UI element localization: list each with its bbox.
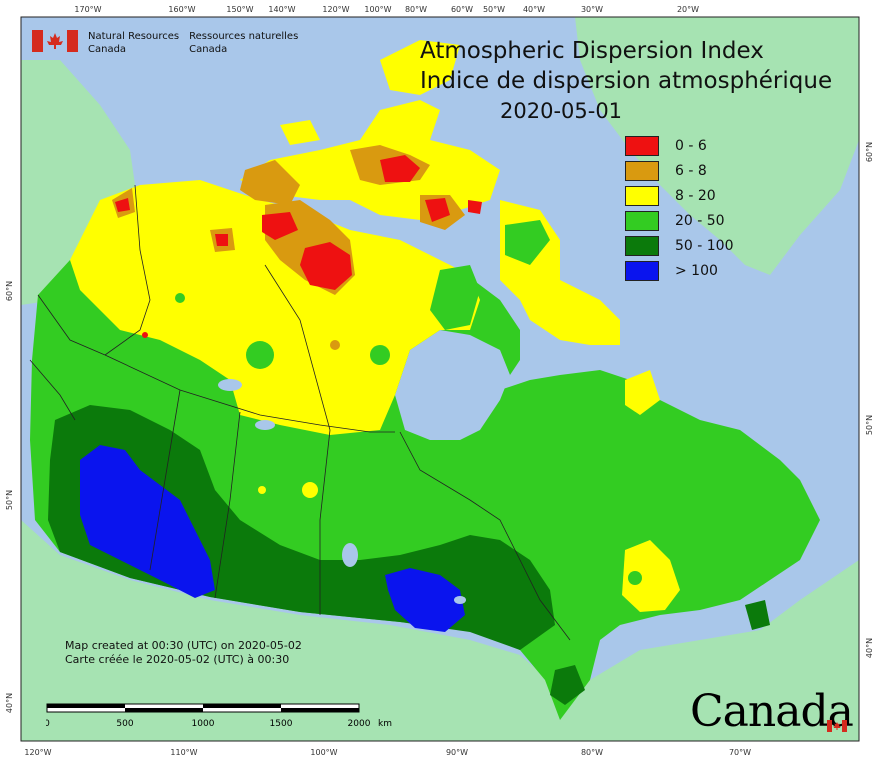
legend-swatch — [625, 185, 659, 206]
scale-unit: km — [378, 719, 392, 729]
zone-over-100-west — [80, 445, 215, 598]
scale-bar: 0 500 1000 1500 2000 km — [44, 703, 416, 733]
tick-label: 40°N — [5, 693, 14, 713]
wordmark-text: Canada — [690, 686, 854, 737]
tick-label: 50°W — [483, 5, 505, 14]
tick-label: 80°W — [581, 748, 603, 757]
legend-swatch — [625, 210, 659, 231]
legend-label: > 100 — [675, 262, 718, 279]
legend-item: 6 - 8 — [625, 158, 734, 183]
wordmark-flag-icon — [827, 692, 847, 732]
tick-label: 60°W — [451, 5, 473, 14]
legend: 0 - 6 6 - 8 8 - 20 20 - 50 50 - 100 > 100 — [625, 133, 734, 283]
tick-label: 20°W — [677, 5, 699, 14]
legend-item: 50 - 100 — [625, 233, 734, 258]
tick-label: 110°W — [170, 748, 197, 757]
legend-label: 50 - 100 — [675, 237, 734, 254]
left-latitude-ticks: 60°N 50°N 40°N — [5, 281, 14, 713]
top-longitude-ticks: 170°W 160°W 150°W 140°W 120°W 100°W 80°W 60°W 50… — [74, 5, 699, 14]
credit-french: Carte créée le 2020-05-02 (UTC) à 00:30 — [65, 653, 290, 666]
ellesmere-yellow — [380, 40, 460, 95]
agency-en-line2: Canada — [88, 44, 127, 55]
tick-label: 50°N — [865, 415, 874, 435]
legend-swatch — [625, 135, 659, 156]
scale-label: 500 — [116, 719, 133, 729]
tick-label: 60°N — [865, 142, 874, 162]
tick-label: 80°W — [405, 5, 427, 14]
map-date: 2020-05-01 — [500, 99, 623, 123]
canada-wordmark: Canada — [690, 686, 854, 737]
zone-6-8 — [240, 160, 300, 205]
legend-label: 8 - 20 — [675, 187, 716, 204]
legend-item: 0 - 6 — [625, 133, 734, 158]
map-title: Atmospheric Dispersion Index Indice de d… — [420, 36, 832, 126]
right-latitude-ticks: 60°N 50°N 40°N — [865, 142, 874, 658]
agency-name-en: Natural Resources Canada — [88, 30, 179, 56]
legend-item: > 100 — [625, 258, 734, 283]
tick-label: 50°N — [5, 490, 14, 510]
hudson-bay — [395, 330, 510, 440]
agency-name-fr: Ressources naturelles Canada — [189, 30, 298, 56]
scale-label: 1000 — [192, 719, 215, 729]
tick-label: 140°W — [268, 5, 295, 14]
creation-credit: Map created at 00:30 (UTC) on 2020-05-02… — [65, 639, 302, 667]
legend-item: 8 - 20 — [625, 183, 734, 208]
greenland — [575, 17, 859, 275]
zone-0-6 — [300, 242, 352, 290]
legend-swatch — [625, 235, 659, 256]
tick-label: 90°W — [446, 748, 468, 757]
province-boundaries — [29, 184, 571, 641]
legend-label: 0 - 6 — [675, 137, 707, 154]
legend-item: 20 - 50 — [625, 208, 734, 233]
canada-flag-icon — [32, 30, 78, 52]
agency-fr-line2: Canada — [189, 44, 228, 55]
tick-label: 120°W — [24, 748, 51, 757]
legend-label: 20 - 50 — [675, 212, 725, 229]
tick-label: 120°W — [322, 5, 349, 14]
tick-label: 40°W — [523, 5, 545, 14]
credit-english: Map created at 00:30 (UTC) on 2020-05-02 — [65, 639, 302, 652]
title-english: Atmospheric Dispersion Index — [420, 38, 764, 64]
tick-label: 100°W — [310, 748, 337, 757]
scale-label: 1500 — [270, 719, 293, 729]
bottom-longitude-ticks: 120°W 110°W 100°W 90°W 80°W 70°W — [24, 748, 751, 757]
agency-signature: Natural Resources Canada Ressources natu… — [32, 30, 298, 56]
usa — [21, 520, 859, 741]
agency-fr-line1: Ressources naturelles — [189, 31, 299, 42]
title-french: Indice de dispersion atmosphérique — [420, 68, 833, 94]
legend-swatch — [625, 260, 659, 281]
tick-label: 160°W — [168, 5, 195, 14]
tick-label: 100°W — [364, 5, 391, 14]
tick-label: 60°N — [5, 281, 14, 301]
tick-label: 40°N — [865, 638, 874, 658]
agency-en-line1: Natural Resources — [88, 31, 180, 42]
scale-label: 2000 — [348, 719, 371, 729]
tick-label: 70°W — [729, 748, 751, 757]
legend-label: 6 - 8 — [675, 162, 707, 179]
scale-label: 0 — [46, 719, 50, 729]
quebec-yellow — [622, 540, 680, 612]
legend-swatch — [625, 160, 659, 181]
tick-label: 170°W — [74, 5, 101, 14]
zone-8-20-north — [70, 180, 480, 435]
tick-label: 150°W — [226, 5, 253, 14]
tick-label: 30°W — [581, 5, 603, 14]
zone-over-100-central — [385, 568, 465, 632]
